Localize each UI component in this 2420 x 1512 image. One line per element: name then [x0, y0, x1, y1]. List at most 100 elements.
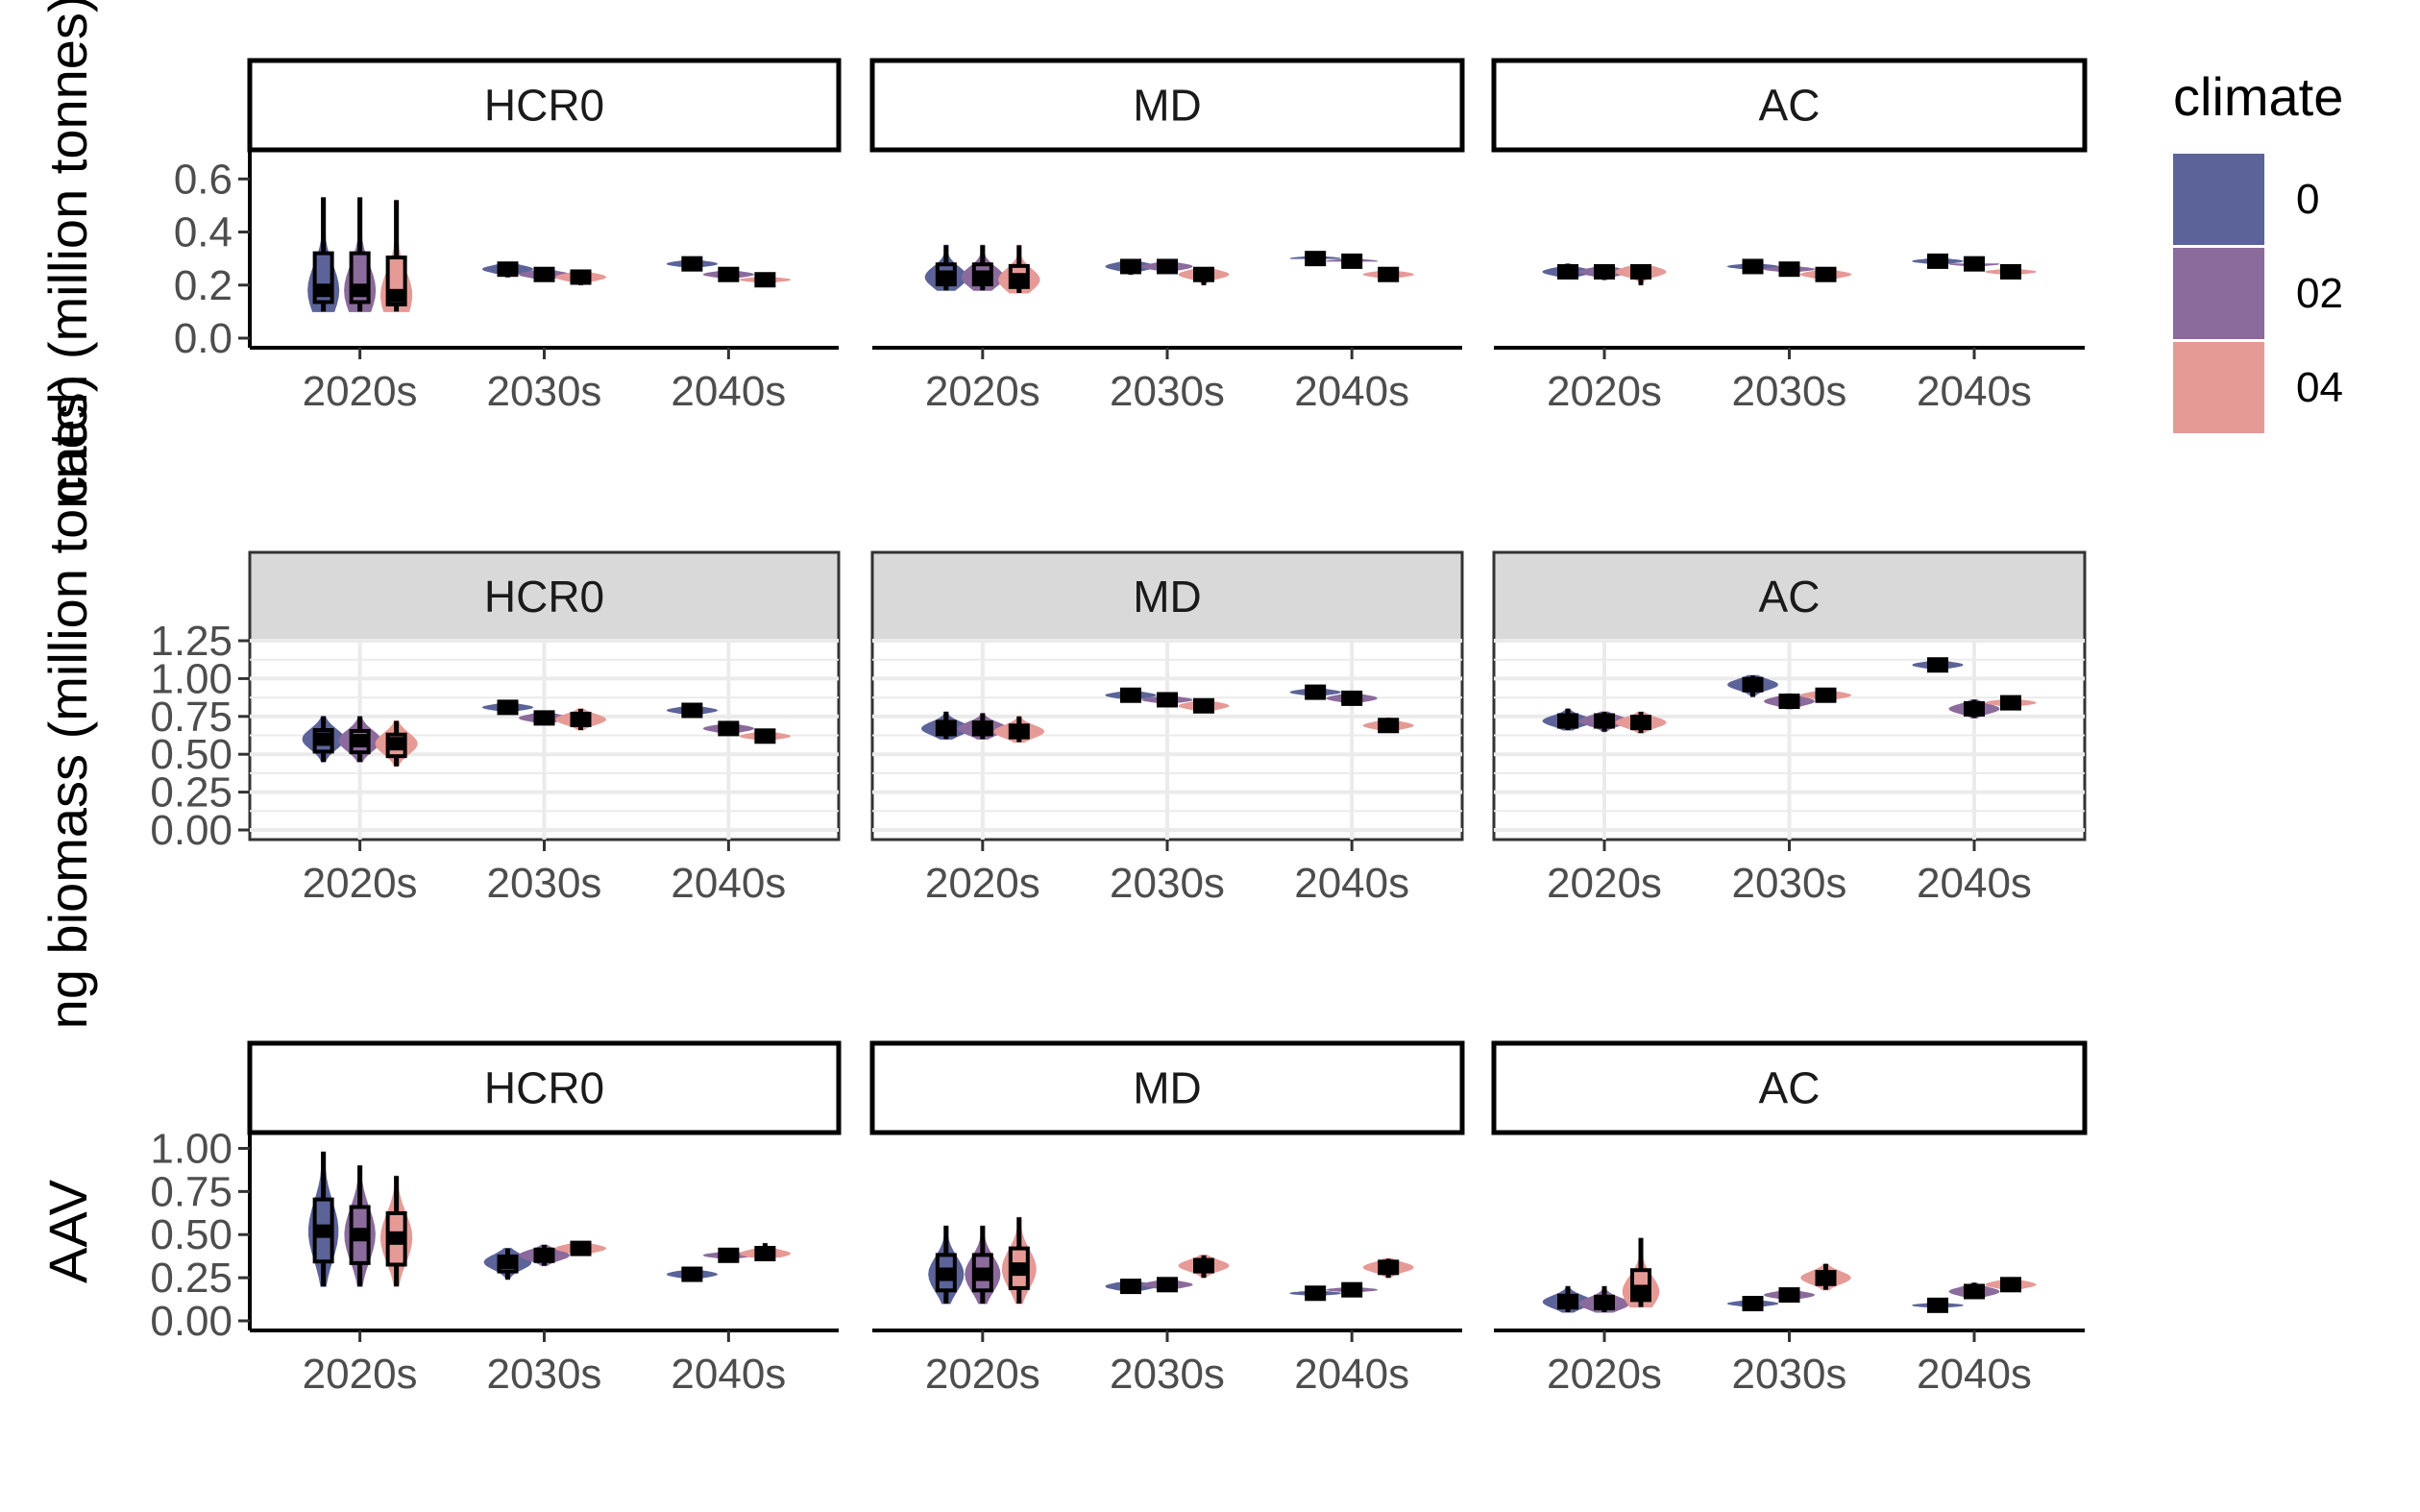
- facet-strip-label: HCR0: [484, 572, 604, 622]
- x-tick-label: 2040s: [1917, 368, 2032, 415]
- x-tick-label: 2040s: [671, 860, 786, 907]
- x-tick-label: 2030s: [487, 1351, 602, 1398]
- median-point: [1381, 719, 1397, 733]
- median-point: [1560, 714, 1577, 728]
- x-tick-label: 2020s: [1547, 1351, 1662, 1398]
- x-tick-label: 2030s: [487, 368, 602, 415]
- median-point: [974, 1267, 990, 1281]
- y-tick-label: 0.25: [150, 769, 232, 817]
- median-point: [721, 267, 737, 281]
- facet-strip-label: AC: [1759, 81, 1821, 131]
- y-tick-label: 0.4: [174, 209, 232, 256]
- median-point: [1818, 688, 1834, 702]
- median-point: [1123, 688, 1138, 702]
- facet-strip-label: MD: [1133, 81, 1202, 131]
- median-point: [352, 734, 368, 748]
- median-point: [1745, 677, 1761, 692]
- median-point: [1745, 1297, 1761, 1311]
- x-tick-label: 2040s: [671, 368, 786, 415]
- y-tick-label: 0.50: [150, 1211, 232, 1258]
- facet-strip: [247, 58, 842, 153]
- facet-strip-label: HCR0: [484, 81, 604, 131]
- median-point: [1123, 259, 1138, 274]
- facet-md: MD 2020s 2030s 2040s: [869, 58, 1465, 415]
- median-point: [1818, 1271, 1834, 1285]
- facet-strip-label: MD: [1133, 1063, 1202, 1113]
- median-point: [1966, 701, 1982, 716]
- x-tick-label: 2020s: [925, 368, 1040, 415]
- facet-hcr0: HCR0 0.0 0.2 0.4 0.6 2020s 2030s 2040s: [174, 58, 842, 415]
- x-tick-label: 2040s: [1917, 1351, 2032, 1398]
- median-point: [1929, 254, 1945, 268]
- median-point: [1308, 1286, 1324, 1301]
- median-point: [500, 700, 516, 715]
- median-point: [1633, 716, 1650, 730]
- median-point: [536, 711, 552, 725]
- x-tick-label: 2030s: [1732, 860, 1847, 907]
- median-point: [1344, 691, 1360, 705]
- median-point: [352, 1228, 368, 1242]
- y-tick-label: 0.2: [174, 262, 232, 309]
- median-point: [1966, 1284, 1982, 1299]
- median-point: [1196, 1258, 1211, 1273]
- y-tick-label: 1.25: [150, 618, 232, 665]
- median-point: [684, 256, 700, 271]
- median-point: [1160, 693, 1175, 707]
- facet-strip-label: AC: [1759, 1063, 1821, 1113]
- median-point: [1011, 724, 1027, 739]
- facet-md: MD 2020s 2030s 2040s: [870, 550, 1464, 907]
- median-point: [1818, 267, 1834, 281]
- median-point: [1781, 1288, 1797, 1303]
- legend-title: climate: [2173, 66, 2343, 127]
- facet-ac: AC 2020s 2030s 2040s: [1491, 58, 2088, 415]
- median-point: [1308, 252, 1324, 266]
- facet-strip-label: HCR0: [484, 1063, 604, 1113]
- median-point: [938, 1267, 954, 1281]
- facet-ac: AC 2020s 2030s 2040s: [1491, 1040, 2088, 1398]
- x-tick-label: 2020s: [925, 1351, 1040, 1398]
- median-point: [1929, 1298, 1945, 1312]
- chart-row-1: catch (million tonnes) HCR0 0.0 0.2 0.4 0.6 20…: [37, 0, 2088, 503]
- median-point: [1344, 1282, 1360, 1297]
- median-point: [1966, 256, 1982, 271]
- median-point: [1308, 685, 1324, 699]
- median-point: [1633, 1284, 1650, 1299]
- x-tick-label: 2030s: [487, 860, 602, 907]
- median-point: [315, 1224, 331, 1238]
- median-point: [388, 288, 404, 303]
- facet-strip-label: AC: [1759, 572, 1821, 622]
- median-point: [388, 1231, 404, 1245]
- facet-strip: [1491, 58, 2088, 153]
- median-point: [684, 1267, 700, 1281]
- median-point: [536, 1248, 552, 1262]
- legend-swatch-0: [2173, 154, 2264, 245]
- x-tick-label: 2040s: [1917, 860, 2032, 907]
- x-tick-label: 2030s: [1732, 1351, 1847, 1398]
- x-tick-label: 2020s: [303, 368, 418, 415]
- median-point: [721, 1248, 737, 1262]
- x-tick-label: 2040s: [1294, 368, 1409, 415]
- median-point: [1123, 1280, 1138, 1294]
- facet-md: MD 2020s 2030s 2040s: [869, 1040, 1465, 1398]
- median-point: [315, 732, 331, 746]
- facet-strip: [869, 58, 1465, 153]
- median-point: [757, 729, 773, 744]
- x-tick-label: 2030s: [1110, 1351, 1225, 1398]
- median-point: [536, 267, 552, 281]
- median-point: [1196, 698, 1211, 713]
- median-point: [2002, 264, 2018, 279]
- facet-strip: [1491, 1040, 2088, 1135]
- x-tick-label: 2020s: [1547, 368, 1662, 415]
- y-tick-label: 0.0: [174, 315, 232, 362]
- median-point: [1381, 1260, 1397, 1275]
- median-point: [1929, 658, 1945, 672]
- y-tick-label: 1.00: [150, 1125, 232, 1172]
- median-point: [1597, 264, 1613, 279]
- median-point: [757, 1246, 773, 1260]
- facet-strip: [869, 1040, 1465, 1135]
- y-axis-title: AAV: [37, 1179, 98, 1283]
- median-point: [352, 283, 368, 298]
- facet-ac: AC 2020s 2030s 2040s: [1492, 550, 2087, 907]
- y-tick-label: 0.00: [150, 1298, 232, 1345]
- median-point: [1196, 267, 1211, 281]
